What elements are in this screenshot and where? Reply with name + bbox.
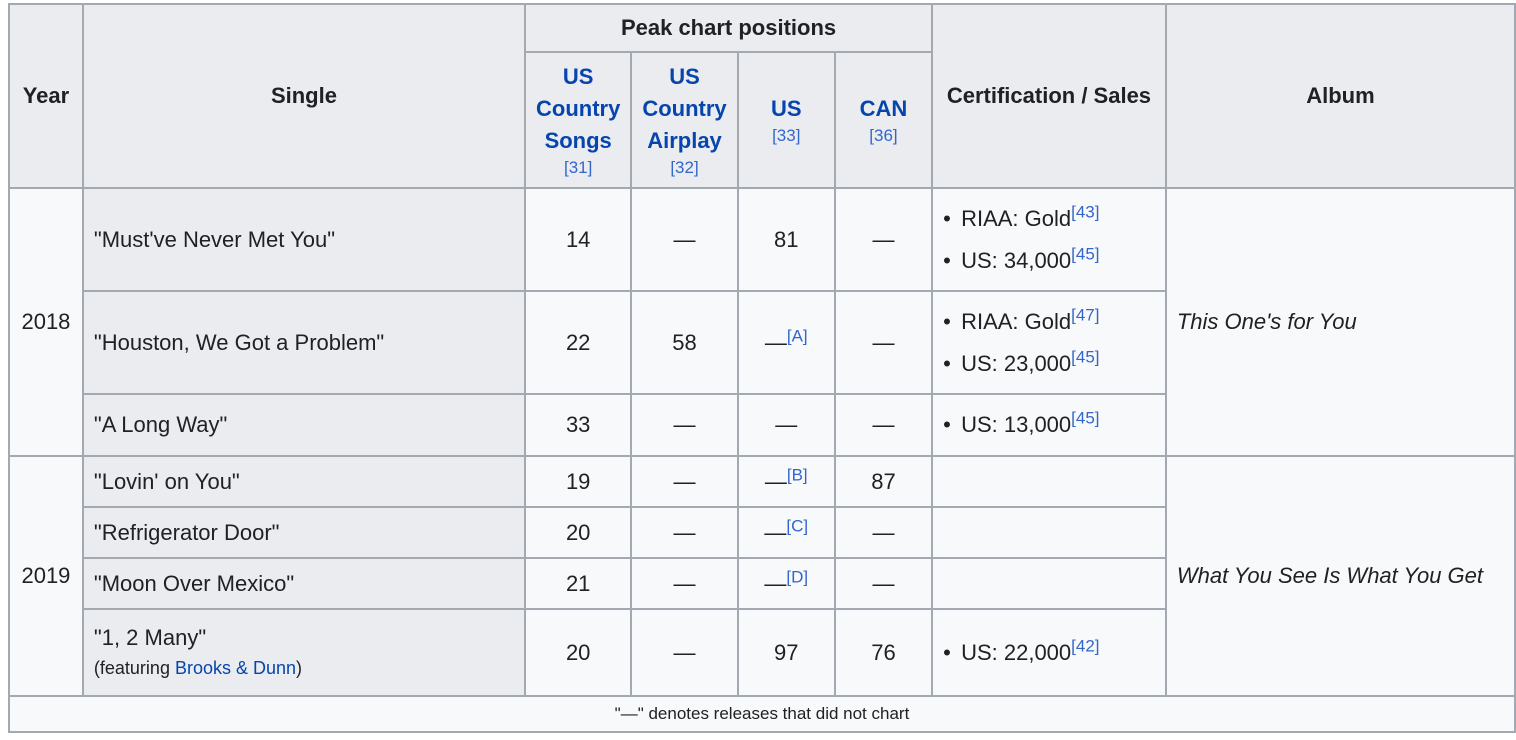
certification-item: US: 22,000[42] — [943, 632, 1155, 674]
peak-us-country-songs: 20 — [524, 608, 633, 697]
year-header: Year — [8, 3, 84, 189]
table-row: "Moon Over Mexico" 21 — —[D] — — [9, 557, 1515, 610]
peak-can: 76 — [833, 608, 934, 697]
note-link[interactable]: [C] — [786, 516, 809, 536]
peak-can: — — [833, 290, 934, 395]
year-cell: 2018 — [8, 187, 84, 457]
citation-link[interactable]: [31] — [564, 158, 593, 177]
certification-header: Certification / Sales — [931, 3, 1167, 189]
peak-us-country-airplay: — — [630, 608, 739, 697]
peak-us: 97 — [736, 608, 836, 697]
year-cell: 2019 — [8, 455, 84, 697]
note-link[interactable]: [D] — [786, 567, 809, 587]
chart-link-can[interactable]: CAN — [859, 96, 908, 121]
peak-us: —[C] — [736, 506, 836, 559]
peak-chart-header: Peak chart positions — [524, 3, 934, 53]
citation-link[interactable]: [45] — [1071, 244, 1100, 264]
peak-us: — — [736, 393, 836, 457]
citation-link[interactable]: [47] — [1071, 305, 1100, 325]
citation-link[interactable]: [43] — [1071, 202, 1100, 222]
album-header: Album — [1164, 3, 1516, 189]
chart-us-country-airplay[interactable]: US Country Airplay [32] — [630, 51, 739, 189]
single-title: "A Long Way" — [81, 393, 527, 457]
peak-us: —[B] — [736, 455, 836, 508]
table-row: "A Long Way" 33 — — — US: 13,000[45] — [9, 393, 1515, 457]
peak-us: —[A] — [736, 290, 836, 395]
peak-us-country-songs: 21 — [524, 557, 633, 610]
peak-us-country-airplay: — — [630, 506, 739, 559]
note-link[interactable]: [A] — [786, 326, 808, 346]
single-title: "1, 2 Many" (featuring Brooks & Dunn) — [81, 608, 527, 697]
certification-item: RIAA: Gold[47] — [943, 301, 1155, 343]
certification-cell: US: 13,000[45] — [931, 393, 1167, 457]
certification-cell — [931, 506, 1167, 559]
note-link[interactable]: [B] — [786, 465, 808, 485]
single-title: "Refrigerator Door" — [81, 506, 527, 559]
citation-link[interactable]: [45] — [1071, 408, 1100, 428]
peak-us-country-airplay: — — [630, 455, 739, 508]
peak-us: —[D] — [736, 557, 836, 610]
peak-us-country-airplay: — — [630, 393, 739, 457]
peak-can: 87 — [833, 455, 934, 508]
citation-link[interactable]: [33] — [772, 126, 801, 145]
discography-table: Year Single Peak chart positions Certifi… — [8, 3, 1516, 733]
table-row: 2019 "Lovin' on You" 19 — —[B] 87 What Y… — [8, 455, 1516, 697]
peak-can: — — [833, 187, 934, 292]
citation-link[interactable]: [32] — [670, 158, 699, 177]
peak-us-country-airplay: 58 — [630, 290, 739, 395]
peak-us-country-airplay: — — [630, 187, 739, 292]
single-title: "Moon Over Mexico" — [81, 557, 527, 610]
certification-cell: US: 22,000[42] — [931, 608, 1167, 697]
album-cell: What You See Is What You Get — [1164, 455, 1516, 697]
single-header: Single — [81, 3, 527, 189]
certification-item: RIAA: Gold[43] — [943, 198, 1155, 240]
citation-link[interactable]: [42] — [1071, 636, 1100, 656]
peak-us: 81 — [736, 187, 836, 292]
table-row: "Houston, We Got a Problem" 22 58 —[A] —… — [9, 290, 1515, 395]
chart-link-us-country-airplay[interactable]: US Country Airplay — [642, 64, 727, 153]
chart-us[interactable]: US [33] — [736, 51, 836, 189]
table-row: 2018 "Must've Never Met You" 14 — 81 — R… — [8, 187, 1516, 457]
peak-us-country-songs: 19 — [524, 455, 633, 508]
peak-us-country-songs: 22 — [524, 290, 633, 395]
peak-us-country-songs: 33 — [524, 393, 633, 457]
table-row: "1, 2 Many" (featuring Brooks & Dunn) 20… — [9, 608, 1515, 697]
chart-link-us-country-songs[interactable]: US Country Songs — [536, 64, 621, 153]
certification-cell: RIAA: Gold[43] US: 34,000[45] — [931, 187, 1167, 292]
single-title: "Houston, We Got a Problem" — [81, 290, 527, 395]
citation-link[interactable]: [36] — [869, 126, 898, 145]
peak-can: — — [833, 557, 934, 610]
peak-us-country-songs: 14 — [524, 187, 633, 292]
single-title: "Lovin' on You" — [81, 455, 527, 508]
peak-can: — — [833, 393, 934, 457]
certification-cell: RIAA: Gold[47] US: 23,000[45] — [931, 290, 1167, 395]
table-row: "Refrigerator Door" 20 — —[C] — — [9, 506, 1515, 559]
chart-link-us[interactable]: US — [770, 96, 802, 121]
featuring-note: (featuring Brooks & Dunn) — [93, 657, 303, 678]
certification-item: US: 23,000[45] — [943, 343, 1155, 385]
peak-can: — — [833, 506, 934, 559]
citation-link[interactable]: [45] — [1071, 347, 1100, 367]
chart-us-country-songs[interactable]: US Country Songs [31] — [524, 51, 633, 189]
single-title: "Must've Never Met You" — [81, 187, 527, 292]
featured-artist-link[interactable]: Brooks & Dunn — [174, 657, 297, 678]
album-cell: This One's for You — [1164, 187, 1516, 457]
certification-cell — [931, 557, 1167, 610]
table-footnote: "—" denotes releases that did not chart — [8, 695, 1516, 733]
certification-cell — [931, 455, 1167, 508]
chart-can[interactable]: CAN [36] — [833, 51, 934, 189]
certification-item: US: 13,000[45] — [943, 404, 1155, 446]
peak-us-country-songs: 20 — [524, 506, 633, 559]
certification-item: US: 34,000[45] — [943, 240, 1155, 282]
peak-us-country-airplay: — — [630, 557, 739, 610]
